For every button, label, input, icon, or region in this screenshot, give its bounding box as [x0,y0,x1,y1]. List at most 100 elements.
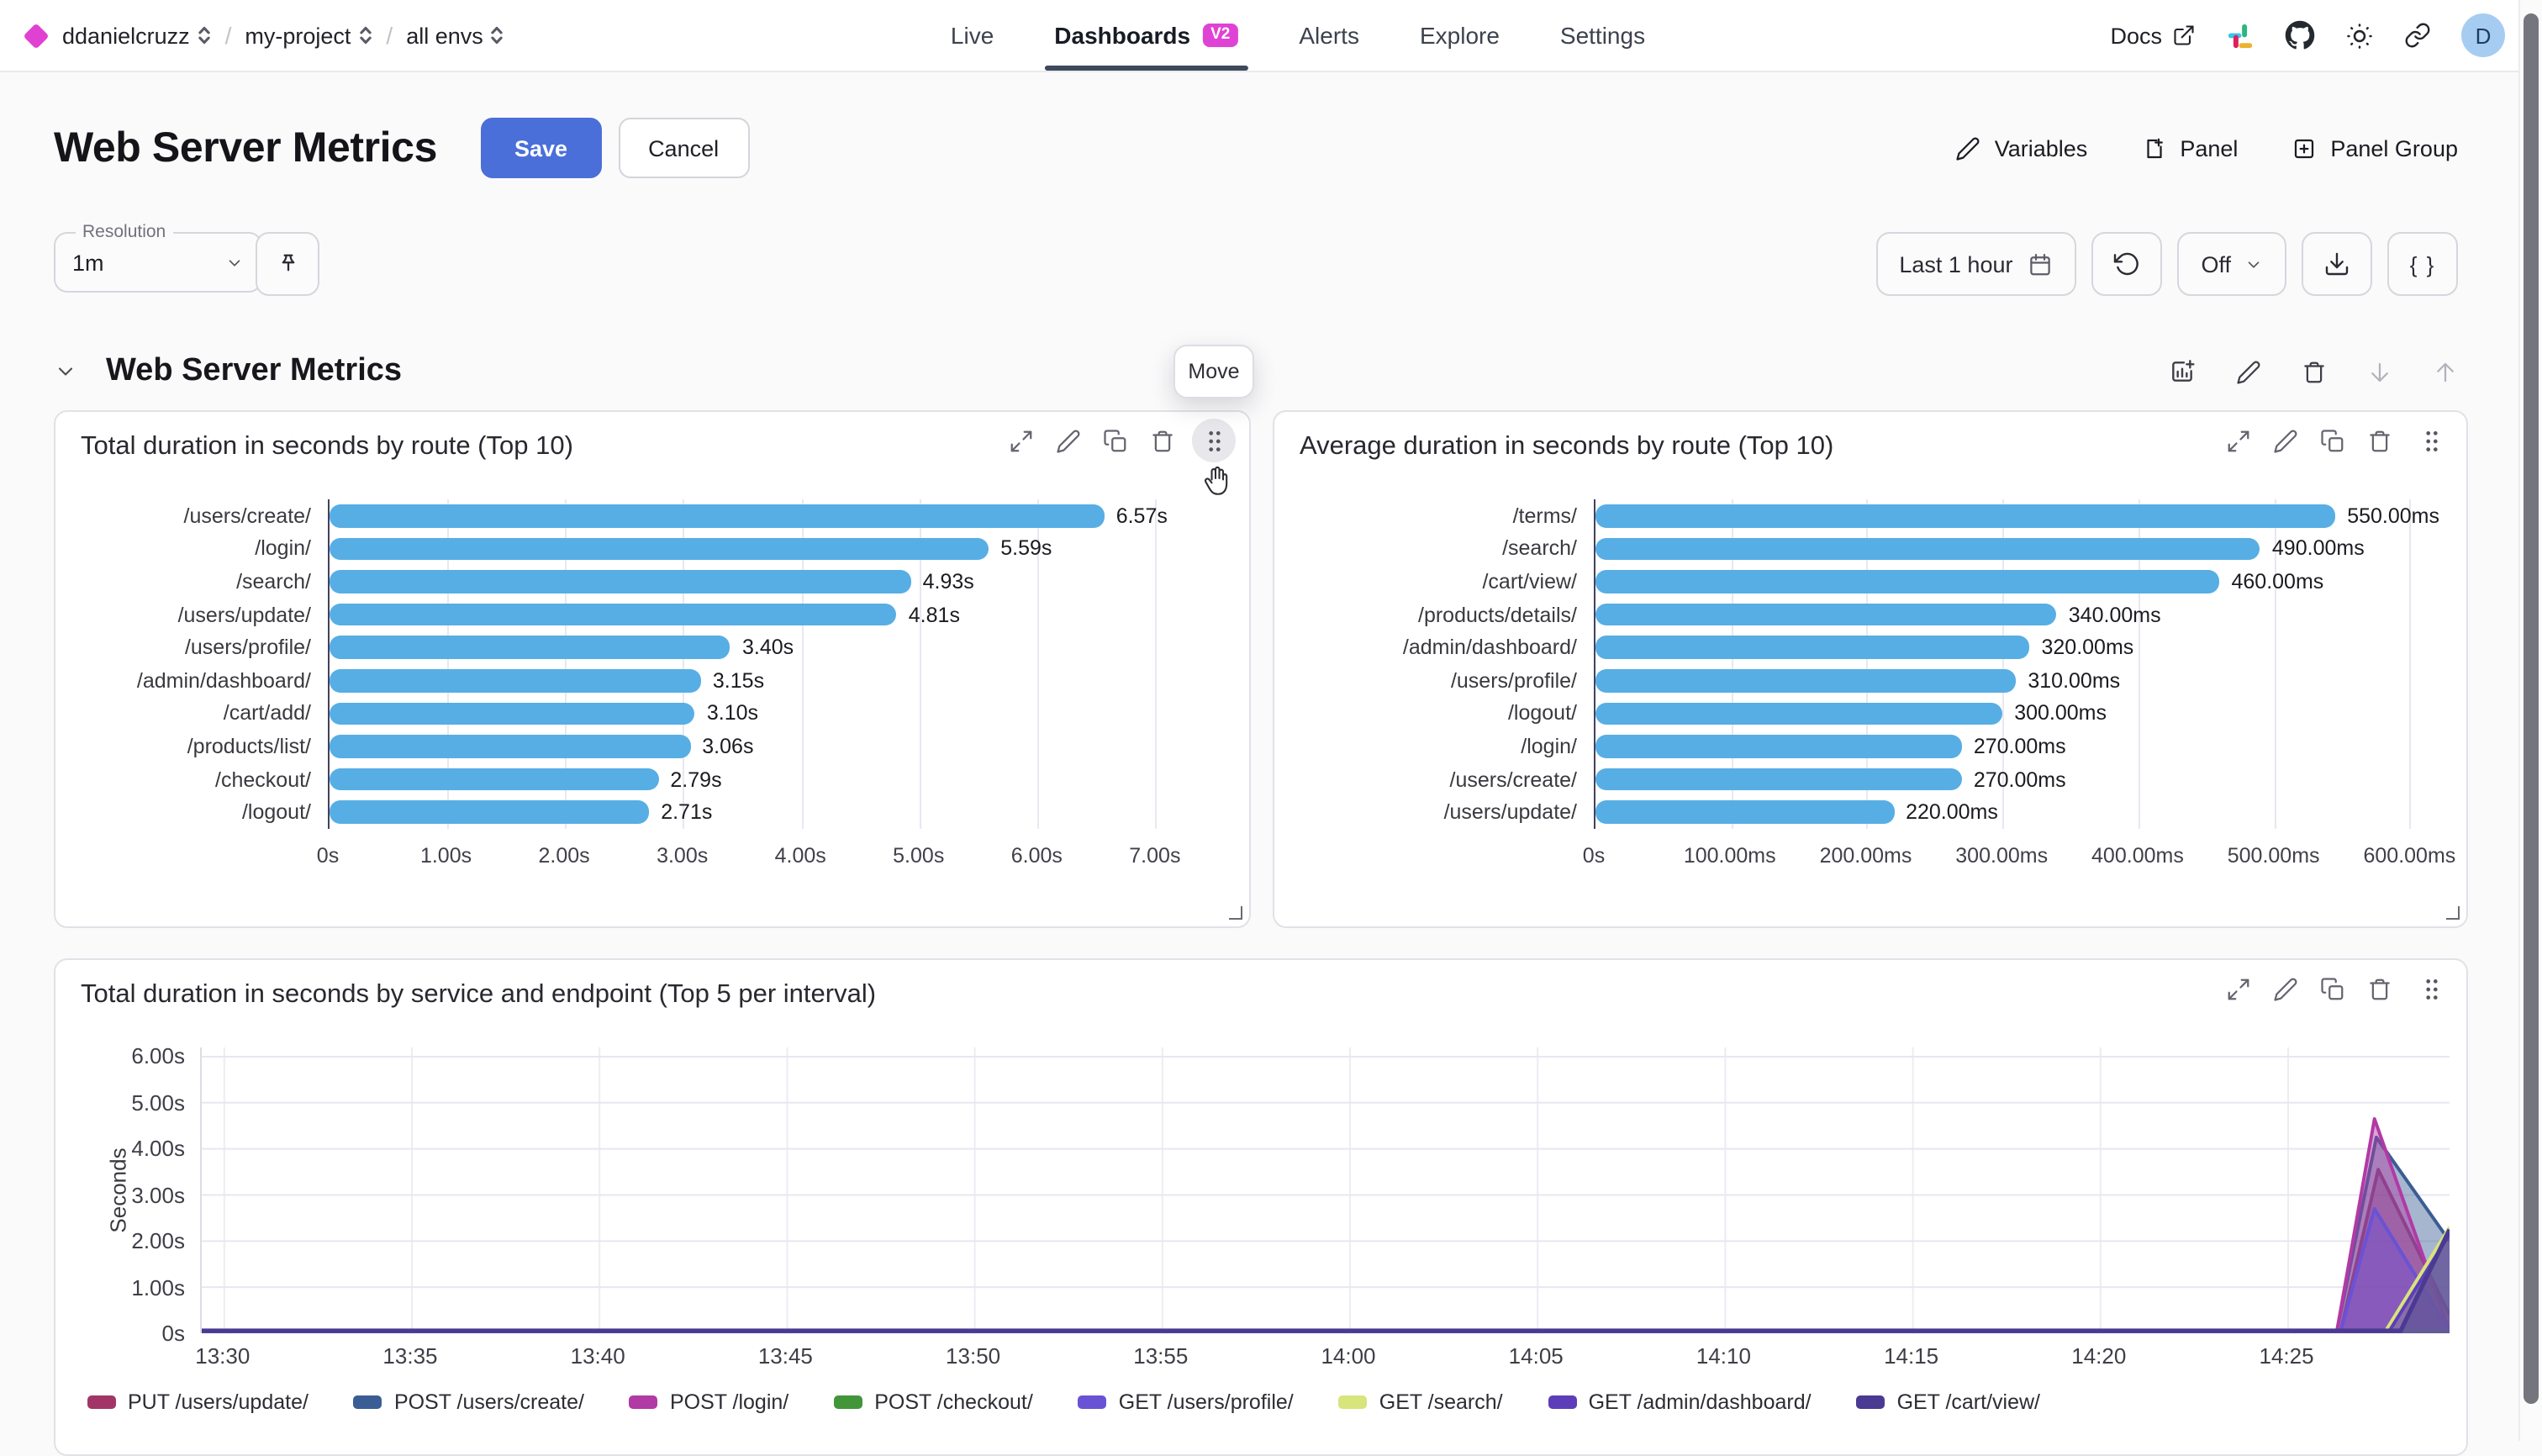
bar-row: 3.15s [330,664,1222,697]
bar[interactable] [1595,636,2030,659]
arrow-down-icon[interactable] [2367,359,2392,384]
bar[interactable] [1595,702,2003,725]
legend-item[interactable]: GET /users/profile/ [1078,1390,1294,1414]
pin-resolution-button[interactable] [256,232,319,296]
drag-grip-handle[interactable] [2409,967,2453,1010]
breadcrumb-env[interactable]: all envs [406,23,505,48]
breadcrumb-separator: / [224,22,232,49]
add-panel-group-button[interactable]: Panel Group [2291,135,2458,161]
slack-icon[interactable] [2226,21,2255,50]
bar[interactable] [1595,669,2017,693]
variables-button[interactable]: Variables [1956,135,2087,161]
legend-item[interactable]: PUT /users/update/ [87,1390,309,1414]
bar[interactable] [1595,735,1962,758]
resize-corner-handle[interactable] [2446,906,2460,920]
legend-item[interactable]: POST /login/ [629,1390,788,1414]
pencil-icon[interactable] [2273,428,2298,453]
drag-grip-handle[interactable] [1192,419,1236,462]
series-line [202,1228,2450,1333]
auto-refresh-select[interactable]: Off [2177,232,2286,296]
gridline [447,499,450,829]
bar[interactable] [1595,800,1895,824]
tab-settings[interactable]: Settings [1560,0,1645,71]
axis-tick-label: 3.00s [657,844,709,868]
gridline [1866,499,1869,829]
tab-dashboards[interactable]: Dashboards V2 [1044,0,1248,71]
plot-area[interactable] [200,1047,2450,1333]
gridline [1155,499,1158,829]
arrow-up-icon[interactable] [2433,359,2458,384]
area-chart-duration-timeseries: Seconds 0s 1.00s 2.00s 3.00s 4.00s 5.00s 6.00s [79,1044,2450,1346]
bar[interactable] [1595,603,2057,626]
download-button[interactable] [2302,232,2372,296]
bar[interactable] [330,768,659,791]
series-line [202,1226,2450,1332]
pencil-icon[interactable] [2236,359,2261,384]
scrollbar-thumb[interactable] [2524,13,2539,1404]
legend-item[interactable]: GET /cart/view/ [1856,1390,2040,1414]
tab-live[interactable]: Live [951,0,994,71]
save-button[interactable]: Save [481,118,602,178]
y-axis-title: Seconds [105,1147,131,1233]
resize-corner-handle[interactable] [1229,906,1242,920]
bar[interactable] [330,636,730,659]
bar-category-label: /products/list/ [187,734,311,758]
breadcrumb-org[interactable]: ddanielcruzz [62,23,212,48]
time-range-button[interactable]: Last 1 hour [1875,232,2077,296]
bar[interactable] [330,603,897,626]
bar-value-label: 460.00ms [2231,569,2324,593]
pencil-icon[interactable] [1056,428,1081,453]
trash-icon[interactable] [2367,976,2392,1001]
legend-item[interactable]: POST /users/create/ [353,1390,584,1414]
legend-item[interactable]: GET /search/ [1338,1390,1503,1414]
json-button[interactable]: { } [2387,232,2458,296]
bar-category-label: /admin/dashboard/ [136,668,311,693]
copy-icon[interactable] [2320,976,2345,1001]
resolution-select[interactable]: Resolution 1m [54,222,262,293]
bar-category-label: /users/profile/ [1450,668,1577,693]
legend-swatch [1338,1395,1368,1409]
bar[interactable] [330,537,989,561]
refresh-button[interactable] [2091,232,2163,296]
bar[interactable] [330,504,1105,528]
brightness-icon[interactable] [2345,21,2374,50]
copy-icon[interactable] [1103,428,1128,453]
copy-icon[interactable] [2320,428,2345,453]
bar[interactable] [330,735,691,758]
main-tabs: Live Dashboards V2 Alerts Explore Settin… [951,0,1645,71]
time-range-label: Last 1 hour [1899,251,2013,277]
link-icon[interactable] [2404,22,2431,49]
trash-icon[interactable] [1150,428,1175,453]
collapse-section-button[interactable] [54,360,77,383]
bar[interactable] [1595,537,2260,561]
docs-link[interactable]: Docs [2110,23,2196,48]
legend-item[interactable]: POST /checkout/ [834,1390,1033,1414]
github-icon[interactable] [2285,20,2315,50]
bar[interactable] [330,702,695,725]
bar-row: 490.00ms [1595,532,2439,565]
trash-icon[interactable] [2302,359,2327,384]
add-chart-icon[interactable] [2169,358,2196,385]
bar[interactable] [330,669,701,693]
legend-item[interactable]: GET /admin/dashboard/ [1548,1390,1812,1414]
bar[interactable] [1595,504,2336,528]
breadcrumb-project[interactable]: my-project [245,23,372,48]
bar[interactable] [1595,768,1962,791]
bar-chart-total-duration: /users/create/ /login/ /search/ /users/upda… [79,499,1222,873]
cancel-button[interactable]: Cancel [618,118,750,178]
org-logo-icon [23,22,50,49]
scrollbar-track[interactable] [2518,0,2542,1441]
drag-grip-handle[interactable] [2409,419,2453,462]
add-panel-button[interactable]: Panel [2141,135,2238,161]
expand-icon[interactable] [2226,428,2251,453]
pencil-icon[interactable] [2273,976,2298,1001]
expand-icon[interactable] [2226,976,2251,1001]
avatar[interactable]: D [2461,13,2505,57]
bar[interactable] [1595,570,2220,593]
tab-alerts[interactable]: Alerts [1299,0,1359,71]
trash-icon[interactable] [2367,428,2392,453]
bar[interactable] [330,800,650,824]
tab-explore[interactable]: Explore [1420,0,1500,71]
expand-icon[interactable] [1009,428,1034,453]
bar[interactable] [330,570,911,593]
